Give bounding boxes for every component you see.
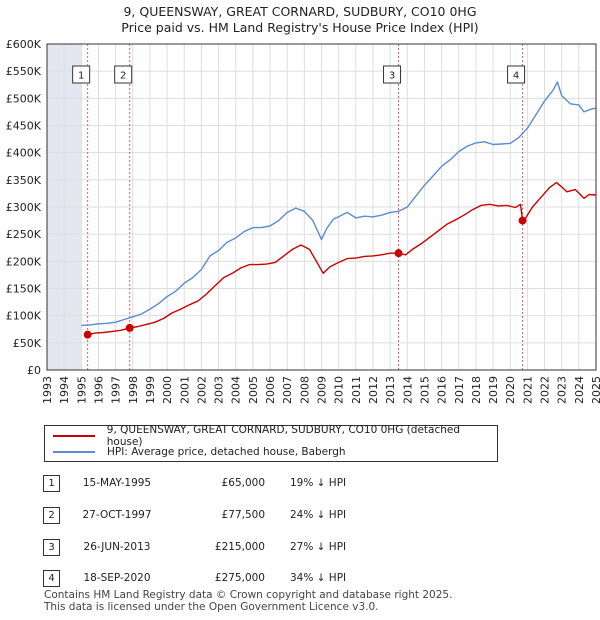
- x-tick-label: 2020: [504, 376, 517, 404]
- y-tick-label: £0: [27, 364, 41, 377]
- sale-price: £77,500: [221, 509, 265, 521]
- table-row: 1 15-MAY-1995 £65,000 19% ↓ HPI: [0, 473, 600, 493]
- x-tick-label: 2007: [281, 376, 294, 404]
- footer-line-2: This data is licensed under the Open Gov…: [44, 601, 379, 613]
- x-tick-label: 2004: [230, 376, 243, 404]
- sale-number-box: 3: [43, 539, 60, 556]
- hpi-line: [81, 81, 597, 327]
- y-tick-label: £350K: [6, 174, 42, 187]
- plot-frame: [46, 43, 597, 371]
- x-tick-label: 2014: [401, 376, 414, 404]
- chart-title: 9, QUEENSWAY, GREAT CORNARD, SUDBURY, CO…: [0, 4, 600, 36]
- sale-point: [394, 249, 403, 258]
- x-tick-label: 2015: [418, 376, 431, 404]
- x-tick-label: 2011: [350, 376, 363, 404]
- sale-label-box: [383, 65, 402, 84]
- legend-label-property: 9, QUEENSWAY, GREAT CORNARD, SUDBURY, CO…: [106, 424, 461, 448]
- sale-price: £65,000: [221, 477, 265, 489]
- price-chart: 1993 1994 1995 1996 1997 1998 1999 2000 2001 2002…: [6, 38, 600, 404]
- x-tick-label: 2009: [316, 376, 329, 404]
- legend-label-hpi: HPI: Average price, detached house, Babe…: [107, 446, 346, 458]
- legend-item-property: 9, QUEENSWAY, GREAT CORNARD, SUDBURY, CO…: [53, 424, 497, 448]
- sale-hpi-diff: 27% ↓ HPI: [290, 541, 347, 553]
- legend-swatch-hpi: [53, 451, 95, 453]
- x-tick-label: 1993: [41, 376, 54, 404]
- sale-date: 26-JUN-2013: [83, 541, 151, 553]
- sale-number-box: 2: [43, 507, 60, 524]
- y-tick-label: £400K: [6, 147, 42, 160]
- x-tick-label: 2017: [453, 376, 466, 404]
- sale-point: [518, 216, 527, 225]
- x-tick-label: 2016: [436, 376, 449, 404]
- footer: Contains HM Land Registry data © Crown c…: [44, 589, 452, 613]
- x-tick-label: 2019: [487, 376, 500, 404]
- x-tick-label: 2025: [590, 376, 600, 404]
- table-row: 4 18-SEP-2020 £275,000 34% ↓ HPI: [0, 568, 600, 588]
- x-tick-label: 1997: [110, 376, 123, 404]
- x-tick-label: 2013: [384, 376, 397, 404]
- x-tick-label: 2022: [539, 376, 552, 404]
- y-tick-label: £600K: [6, 38, 42, 51]
- sale-label: 4: [513, 71, 519, 82]
- y-tick-label: £50K: [13, 337, 42, 350]
- sale-price: £275,000: [214, 572, 265, 584]
- title-line-1: 9, QUEENSWAY, GREAT CORNARD, SUDBURY, CO…: [123, 4, 477, 19]
- sale-date: 18-SEP-2020: [83, 572, 151, 584]
- sale-number-box: 4: [43, 570, 60, 587]
- table-row: 3 26-JUN-2013 £215,000 27% ↓ HPI: [0, 537, 600, 557]
- sale-label: 2: [120, 71, 126, 82]
- legend: 9, QUEENSWAY, GREAT CORNARD, SUDBURY, CO…: [44, 424, 498, 462]
- y-tick-label: £100K: [6, 310, 42, 323]
- sale-hpi-diff: 24% ↓ HPI: [290, 509, 347, 521]
- footer-line-1: Contains HM Land Registry data © Crown c…: [44, 589, 453, 601]
- sale-label: 1: [78, 71, 84, 82]
- sale-number-box: 1: [43, 475, 60, 492]
- sale-label: 3: [389, 71, 395, 82]
- y-tick-label: £500K: [6, 92, 42, 105]
- x-tick-label: 2001: [178, 376, 191, 404]
- legend-item-hpi: HPI: Average price, detached house, Babe…: [53, 445, 346, 459]
- sale-hpi-diff: 34% ↓ HPI: [290, 572, 347, 584]
- sale-hpi-diff: 19% ↓ HPI: [290, 477, 347, 489]
- x-tick-label: 2021: [521, 376, 534, 404]
- sale-date: 27-OCT-1997: [82, 509, 152, 521]
- y-tick-label: £250K: [6, 228, 42, 241]
- sale-point: [125, 323, 134, 332]
- x-tick-label: 1999: [144, 376, 157, 404]
- x-tick-label: 1994: [58, 376, 71, 404]
- x-tick-label: 2002: [195, 376, 208, 404]
- x-tick-label: 2008: [298, 376, 311, 404]
- x-tick-label: 2005: [247, 376, 260, 404]
- x-tick-label: 1998: [127, 376, 140, 404]
- sale-label-box: [72, 65, 91, 84]
- y-tick-label: £550K: [6, 65, 42, 78]
- x-tick-label: 2023: [556, 376, 569, 404]
- y-tick-label: £450K: [6, 120, 42, 133]
- x-tick-label: 1996: [92, 376, 105, 404]
- x-tick-label: 2018: [470, 376, 483, 404]
- y-tick-label: £150K: [6, 283, 42, 296]
- sale-label-box: [507, 65, 526, 84]
- x-tick-label: 2010: [333, 376, 346, 404]
- sale-price: £215,000: [214, 541, 265, 553]
- x-tick-label: 2003: [213, 376, 226, 404]
- table-row: 2 27-OCT-1997 £77,500 24% ↓ HPI: [0, 505, 600, 525]
- y-tick-label: £300K: [6, 201, 42, 214]
- legend-swatch-property: [53, 435, 95, 437]
- sale-date: 15-MAY-1995: [82, 477, 152, 489]
- sale-point: [83, 330, 92, 339]
- x-tick-label: 2006: [264, 376, 277, 404]
- x-tick-label: 2024: [573, 376, 586, 404]
- x-tick-label: 2012: [367, 376, 380, 404]
- y-tick-label: £200K: [6, 255, 42, 268]
- sale-label-box: [114, 65, 133, 84]
- x-tick-label: 1995: [75, 376, 88, 404]
- title-line-2: Price paid vs. HM Land Registry's House …: [121, 20, 479, 35]
- x-tick-label: 2000: [161, 376, 174, 404]
